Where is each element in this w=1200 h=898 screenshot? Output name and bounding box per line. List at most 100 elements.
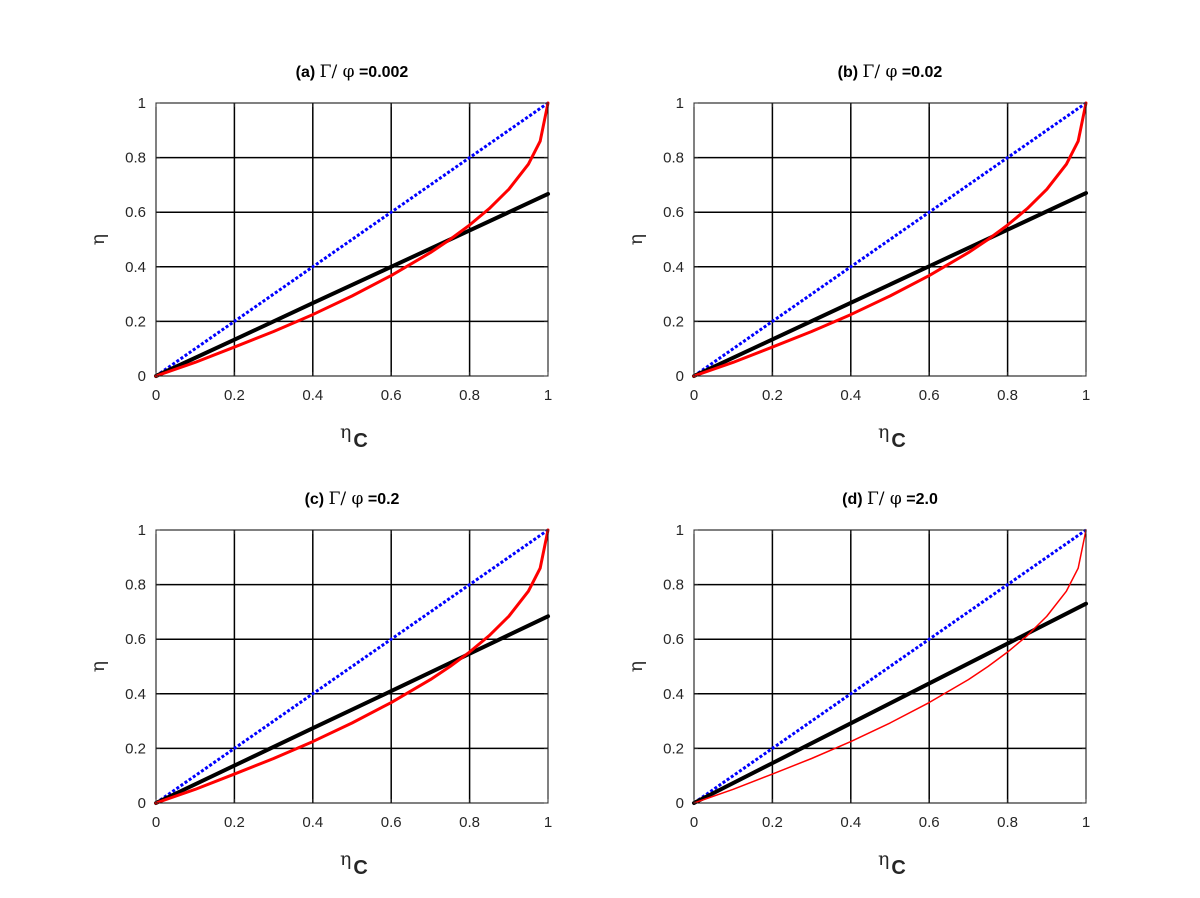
plot-area <box>694 103 1086 376</box>
x-tick-label: 0.4 <box>840 814 861 831</box>
x-tick-label: 0.4 <box>840 387 861 404</box>
y-tick-label: 0 <box>676 368 684 385</box>
chart-title: (c) Γ/ φ =0.2 <box>305 489 400 509</box>
y-tick-label: 0.8 <box>125 577 146 594</box>
x-tick-label: 0.4 <box>302 814 323 831</box>
y-tick-label: 0 <box>138 368 146 385</box>
x-axis-label-main: η <box>340 421 351 443</box>
series-red <box>154 101 550 378</box>
axes-frame <box>155 102 549 377</box>
x-tick-label: 0 <box>690 387 698 404</box>
x-axis-label-main: η <box>878 848 889 870</box>
y-tick-label: 0.2 <box>663 740 684 757</box>
y-tick-label: 0.2 <box>663 313 684 330</box>
x-tick-label: 0.2 <box>224 387 245 404</box>
y-tick-label: 0.6 <box>663 631 684 648</box>
x-tick-label: 1 <box>544 814 552 831</box>
series-black <box>692 191 1088 378</box>
x-tick-label: 0.6 <box>919 387 940 404</box>
chart-title: (a) Γ/ φ =0.002 <box>296 62 409 82</box>
y-tick-label: 1 <box>676 522 684 539</box>
y-tick-label: 0.2 <box>125 740 146 757</box>
y-tick-label: 0.4 <box>663 259 684 276</box>
y-tick-label: 1 <box>676 95 684 112</box>
x-tick-label: 0.6 <box>919 814 940 831</box>
y-tick-label: 0 <box>676 795 684 812</box>
x-tick-label: 0 <box>152 814 160 831</box>
y-tick-label: 0.2 <box>125 313 146 330</box>
title-panel-letter: (c) <box>305 491 329 508</box>
x-axis-label-sub: C <box>891 430 905 452</box>
x-tick-label: 0.4 <box>302 387 323 404</box>
series-red <box>154 528 550 805</box>
y-tick-label: 0 <box>138 795 146 812</box>
x-tick-label: 0 <box>152 387 160 404</box>
panel-c: 0 0.2 0.4 0.6 0.8 1 0 0.2 0.4 0.6 0.8 1 (c) Γ/ φ =0.… <box>87 489 552 879</box>
x-tick-label: 0.6 <box>381 814 402 831</box>
y-tick-label: 0.4 <box>125 259 146 276</box>
x-tick-label: 0.6 <box>381 387 402 404</box>
x-tick-label: 0.2 <box>224 814 245 831</box>
x-axis-label-main: η <box>878 421 889 443</box>
panel-a: 0 0.2 0.4 0.6 0.8 1 0 0.2 0.4 0.6 0.8 1 (a) Γ/ φ =0.… <box>87 62 552 452</box>
x-axis-label-sub: C <box>353 430 367 452</box>
series-black <box>692 601 1088 805</box>
x-tick-label: 0.8 <box>997 814 1018 831</box>
title-value: =0.002 <box>355 64 409 81</box>
axes-frame <box>693 529 1087 804</box>
x-axis-label-main: η <box>340 848 351 870</box>
chart-title: (b) Γ/ φ =0.02 <box>838 62 943 82</box>
title-panel-letter: (b) <box>838 64 863 81</box>
y-tick-label: 0.6 <box>125 204 146 221</box>
plot-area <box>156 530 548 803</box>
x-axis-label-sub: C <box>353 857 367 879</box>
y-axis-label: η <box>625 661 647 672</box>
x-tick-label: 0.2 <box>762 387 783 404</box>
panel-b: 0 0.2 0.4 0.6 0.8 1 0 0.2 0.4 0.6 0.8 1 (b) Γ/ φ =0.… <box>625 62 1090 452</box>
title-value: =2.0 <box>902 491 938 508</box>
series-red <box>693 529 1087 804</box>
y-tick-label: 0.8 <box>663 577 684 594</box>
panel-d: 0 0.2 0.4 0.6 0.8 1 0 0.2 0.4 0.6 0.8 1 (d) Γ/ φ =2.… <box>625 489 1090 879</box>
y-axis-label: η <box>87 234 109 245</box>
x-tick-label: 0 <box>690 814 698 831</box>
title-symbol: Γ/ φ <box>867 489 902 509</box>
x-tick-label: 1 <box>544 387 552 404</box>
y-tick-label: 1 <box>138 95 146 112</box>
x-tick-label: 0.8 <box>459 814 480 831</box>
title-panel-letter: (a) <box>296 64 320 81</box>
plot-area <box>694 530 1086 803</box>
title-symbol: Γ/ φ <box>320 62 355 82</box>
title-value: =0.2 <box>363 491 399 508</box>
y-tick-label: 0.4 <box>125 686 146 703</box>
axes-frame <box>693 102 1087 377</box>
x-tick-label: 0.8 <box>997 387 1018 404</box>
plot-area <box>156 103 548 376</box>
x-tick-label: 0.8 <box>459 387 480 404</box>
title-symbol: Γ/ φ <box>863 62 898 82</box>
y-tick-label: 0.8 <box>125 150 146 167</box>
y-axis-label: η <box>625 234 647 245</box>
series-black <box>154 614 550 805</box>
y-tick-label: 0.4 <box>663 686 684 703</box>
title-panel-letter: (d) <box>842 491 867 508</box>
y-axis-label: η <box>87 661 109 672</box>
title-value: =0.02 <box>897 64 942 81</box>
y-tick-label: 1 <box>138 522 146 539</box>
y-tick-label: 0.6 <box>663 204 684 221</box>
y-tick-label: 0.6 <box>125 631 146 648</box>
series-red <box>692 101 1088 378</box>
title-symbol: Γ/ φ <box>329 489 364 509</box>
series-black <box>154 191 550 378</box>
chart-title: (d) Γ/ φ =2.0 <box>842 489 938 509</box>
axes-frame <box>155 529 549 804</box>
x-tick-label: 1 <box>1082 387 1090 404</box>
x-tick-label: 1 <box>1082 814 1090 831</box>
y-tick-label: 0.8 <box>663 150 684 167</box>
x-tick-label: 0.2 <box>762 814 783 831</box>
